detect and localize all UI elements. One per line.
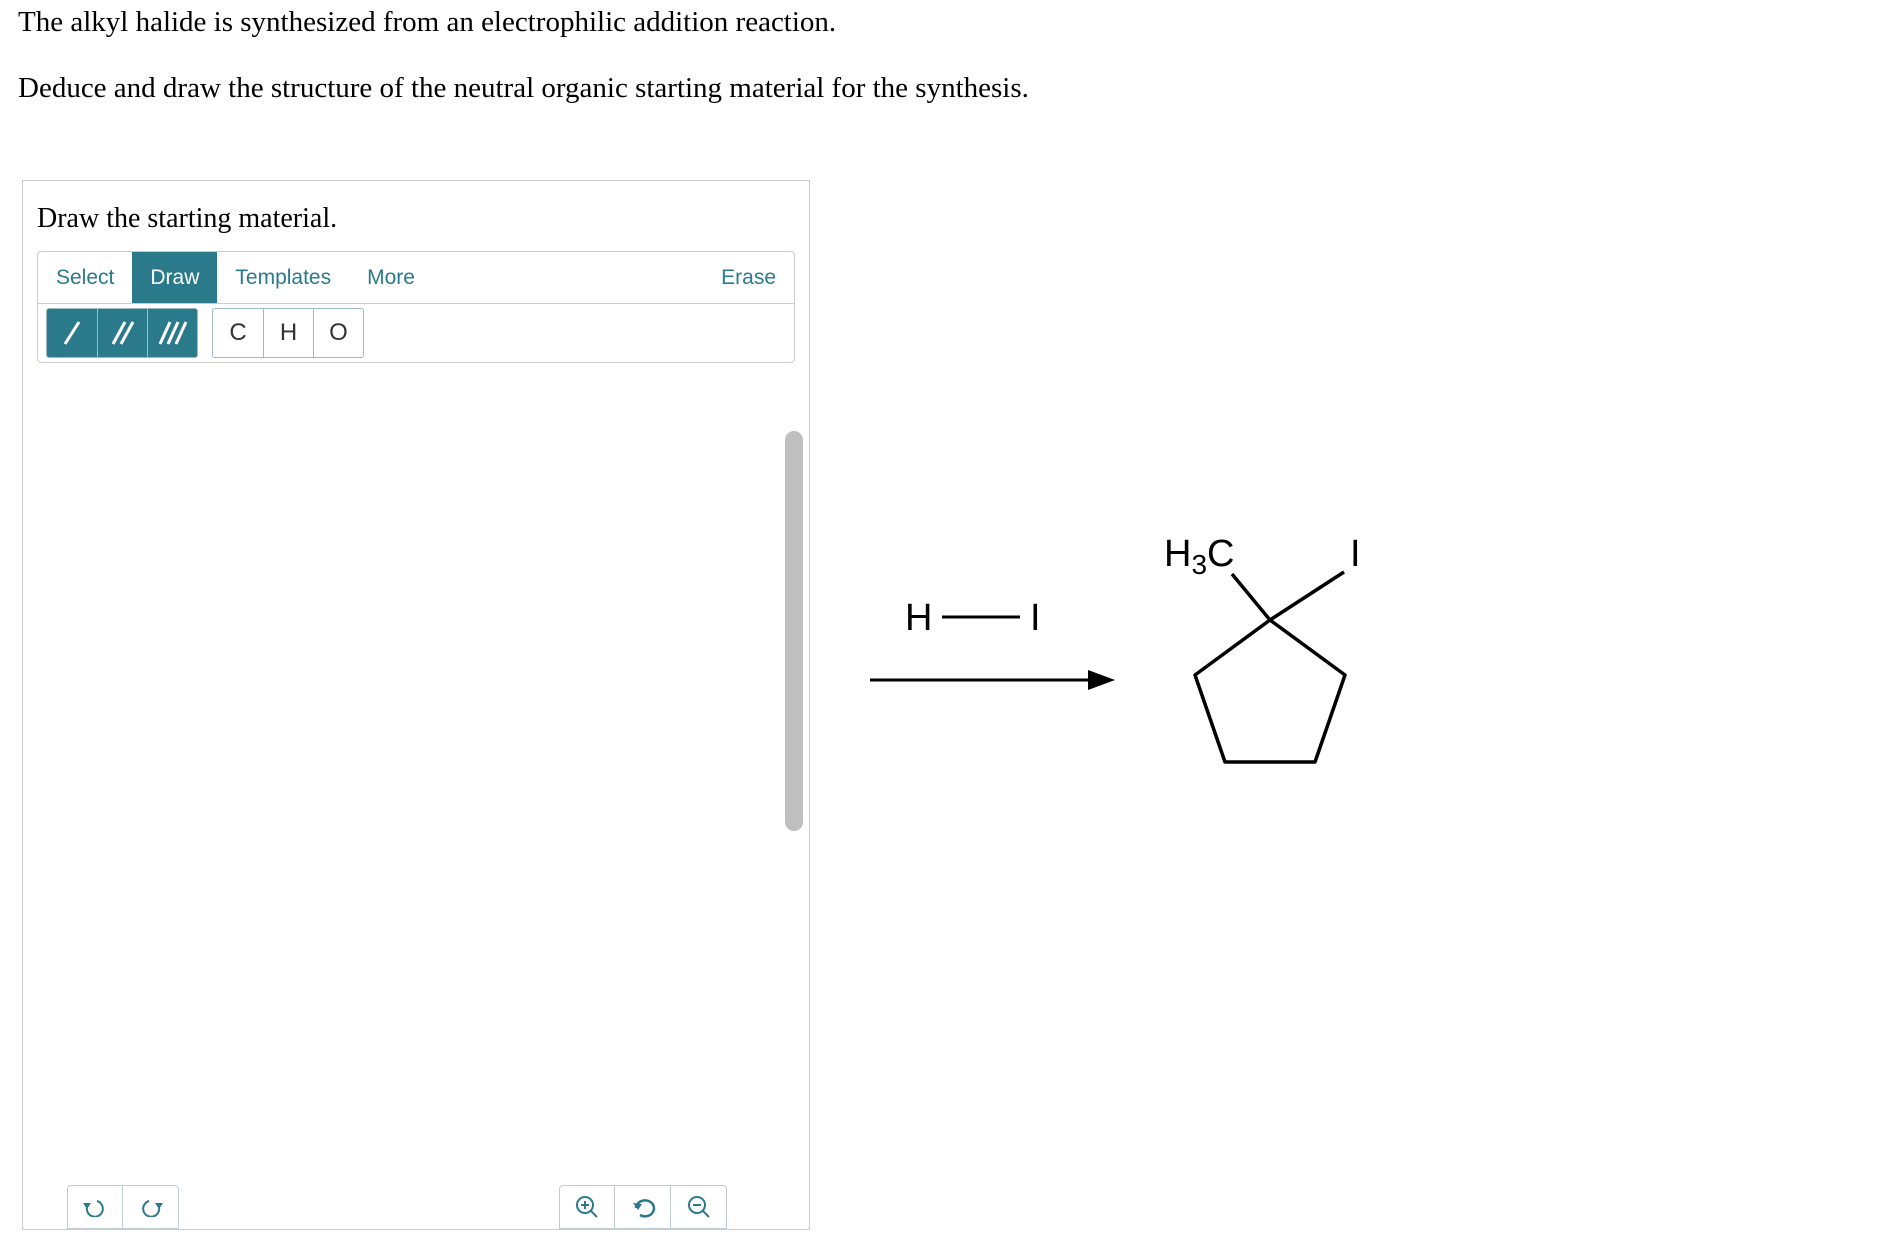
element-tool-group: C H O bbox=[212, 308, 364, 358]
single-bond-icon bbox=[61, 318, 83, 348]
element-o-button[interactable]: O bbox=[313, 309, 363, 357]
editor-title: Draw the starting material. bbox=[37, 203, 337, 235]
single-bond-tool[interactable] bbox=[47, 309, 97, 357]
product-bond-ch3 bbox=[1232, 574, 1270, 620]
product-ch3-label: H3C bbox=[1164, 533, 1234, 580]
triple-bond-tool[interactable] bbox=[147, 309, 197, 357]
canvas-scrollbar[interactable] bbox=[785, 431, 803, 911]
undo-arrow-icon bbox=[83, 1197, 107, 1217]
zoom-out-button[interactable] bbox=[671, 1185, 727, 1229]
reaction-arrow-head bbox=[1088, 670, 1115, 690]
zoom-button-group bbox=[559, 1185, 727, 1229]
toolbar-tabs-row: Select Draw Templates More Erase bbox=[38, 252, 794, 304]
double-bond-tool[interactable] bbox=[97, 309, 147, 357]
product-structure: H3C I bbox=[1140, 500, 1400, 800]
bond-tool-group bbox=[46, 308, 198, 358]
reagent-i-label: I bbox=[1030, 597, 1041, 639]
undo-nav-button[interactable] bbox=[67, 1185, 123, 1229]
tab-erase[interactable]: Erase bbox=[703, 252, 794, 303]
element-h-button[interactable]: H bbox=[263, 309, 313, 357]
drawing-editor-panel: Draw the starting material. Select Draw … bbox=[22, 180, 810, 1230]
product-svg: H3C I bbox=[1140, 500, 1400, 820]
product-bond-i bbox=[1270, 572, 1344, 620]
zoom-out-icon bbox=[686, 1194, 712, 1220]
question-line-1: The alkyl halide is synthesized from an … bbox=[18, 4, 1029, 42]
tab-select[interactable]: Select bbox=[38, 252, 132, 303]
tab-templates[interactable]: Templates bbox=[217, 252, 349, 303]
undo-icon bbox=[630, 1196, 656, 1218]
toolbar-tools-row: C H O bbox=[38, 304, 794, 362]
scrollbar-thumb[interactable] bbox=[785, 431, 803, 831]
drawing-canvas[interactable] bbox=[37, 371, 795, 1159]
left-gutter bbox=[0, 0, 14, 1242]
reaction-svg: H I bbox=[870, 540, 1130, 740]
product-i-label: I bbox=[1350, 533, 1361, 575]
tab-more[interactable]: More bbox=[349, 252, 433, 303]
undo-button[interactable] bbox=[615, 1185, 671, 1229]
nav-button-group bbox=[67, 1185, 179, 1229]
question-line-2: Deduce and draw the structure of the neu… bbox=[18, 70, 1029, 108]
double-bond-icon bbox=[110, 318, 136, 348]
element-c-button[interactable]: C bbox=[213, 309, 263, 357]
product-cyclopentane-ring bbox=[1195, 620, 1345, 762]
zoom-in-icon bbox=[574, 1194, 600, 1220]
triple-bond-icon bbox=[157, 318, 189, 348]
reagent-h-label: H bbox=[905, 597, 932, 639]
tab-draw[interactable]: Draw bbox=[132, 252, 217, 303]
editor-toolbar: Select Draw Templates More Erase bbox=[37, 251, 795, 363]
zoom-in-button[interactable] bbox=[559, 1185, 615, 1229]
redo-arrow-icon bbox=[139, 1197, 163, 1217]
question-block: The alkyl halide is synthesized from an … bbox=[18, 4, 1029, 135]
redo-nav-button[interactable] bbox=[123, 1185, 179, 1229]
